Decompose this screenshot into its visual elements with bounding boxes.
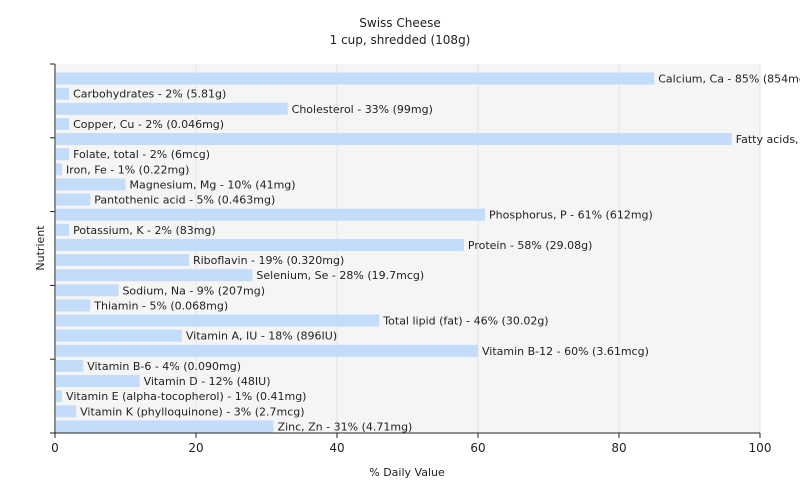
bar-label: Vitamin E (alpha-tocopherol) - 1% (0.41m… <box>66 390 306 403</box>
bar <box>56 299 91 312</box>
bar <box>56 254 189 267</box>
bar-label: Magnesium, Mg - 10% (41mg) <box>130 178 296 191</box>
bar <box>56 208 486 221</box>
bar-label: Potassium, K - 2% (83mg) <box>73 224 216 237</box>
bar <box>56 284 119 297</box>
bar <box>56 375 140 388</box>
x-tick-label: 100 <box>749 441 772 455</box>
bar <box>56 133 732 146</box>
bar <box>56 102 288 115</box>
bar <box>56 72 655 85</box>
chart-title: Swiss Cheese <box>359 16 440 30</box>
bar-label: Selenium, Se - 28% (19.7mcg) <box>256 269 424 282</box>
x-tick-label: 60 <box>470 441 485 455</box>
bar <box>56 344 478 357</box>
bar <box>56 117 70 130</box>
bar-label: Vitamin D - 12% (48IU) <box>144 375 271 388</box>
bar <box>56 269 253 282</box>
bar <box>56 390 63 403</box>
bar-label: Phosphorus, P - 61% (612mg) <box>489 209 653 222</box>
bars: Calcium, Ca - 85% (854mg) Carbohydrates -… <box>56 72 800 433</box>
x-tick-label: 0 <box>51 441 59 455</box>
bar-label: Thiamin - 5% (0.068mg) <box>93 299 228 312</box>
x-tick-label: 80 <box>611 441 626 455</box>
bar <box>56 178 126 191</box>
bar <box>56 329 182 342</box>
x-tick-label: 20 <box>188 441 203 455</box>
bar <box>56 238 464 251</box>
bar-label: Riboflavin - 19% (0.320mg) <box>193 254 344 267</box>
bar-label: Zinc, Zn - 31% (4.71mg) <box>278 420 413 433</box>
bar-label: Vitamin K (phylloquinone) - 3% (2.7mcg) <box>80 405 304 418</box>
bar-label: Calcium, Ca - 85% (854mg) <box>658 73 800 86</box>
bar-label: Pantothenic acid - 5% (0.463mg) <box>94 194 275 207</box>
bar-label: Carbohydrates - 2% (5.81g) <box>73 88 226 101</box>
bar-label: Iron, Fe - 1% (0.22mg) <box>66 163 189 176</box>
bar-label: Copper, Cu - 2% (0.046mg) <box>73 118 224 131</box>
y-axis-title: Nutrient <box>34 225 47 271</box>
bar-label: Sodium, Na - 9% (207mg) <box>122 284 265 297</box>
x-axis-title: % Daily Value <box>369 466 445 479</box>
bar-label: Folate, total - 2% (6mcg) <box>73 148 210 161</box>
bar <box>56 163 63 176</box>
chart-subtitle: 1 cup, shredded (108g) <box>330 33 471 47</box>
x-tick-label: 40 <box>329 441 344 455</box>
bar <box>56 405 77 418</box>
bar-label: Protein - 58% (29.08g) <box>468 239 593 252</box>
bar <box>56 87 70 100</box>
bar-label: Vitamin B-12 - 60% (3.61mcg) <box>482 345 649 358</box>
axes: 0 20 40 60 80 100 <box>50 63 772 455</box>
bar-label: Fatty acids, total saturated - 96% (19.2… <box>736 133 800 146</box>
bar <box>56 223 70 236</box>
bar <box>56 193 91 206</box>
bar <box>56 420 274 433</box>
bar-label: Vitamin B-6 - 4% (0.090mg) <box>87 360 241 373</box>
bar-label: Cholesterol - 33% (99mg) <box>292 103 433 116</box>
bar-label: Total lipid (fat) - 46% (30.02g) <box>382 315 548 328</box>
bar-label: Vitamin A, IU - 18% (896IU) <box>186 330 337 343</box>
bar <box>56 359 84 372</box>
bar <box>56 314 380 327</box>
bar <box>56 148 70 161</box>
